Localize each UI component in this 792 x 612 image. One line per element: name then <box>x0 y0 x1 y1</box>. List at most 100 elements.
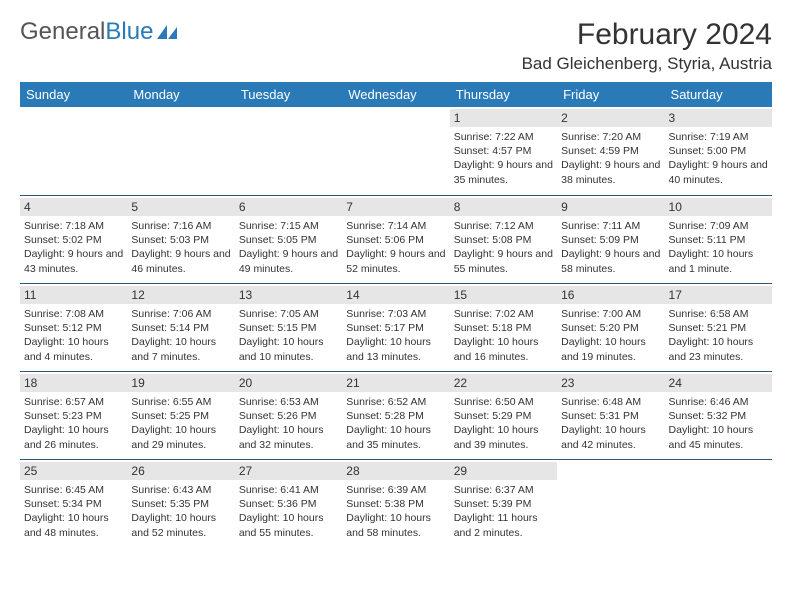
day-number: 22 <box>450 374 557 392</box>
day-number: 12 <box>127 286 234 304</box>
calendar-cell-empty <box>342 107 449 195</box>
day-data: Sunrise: 7:22 AMSunset: 4:57 PMDaylight:… <box>454 130 553 187</box>
logo-text-2: Blue <box>105 18 153 46</box>
calendar-cell: 3Sunrise: 7:19 AMSunset: 5:00 PMDaylight… <box>665 107 772 195</box>
calendar-cell: 21 Sunrise: 6:52 AMSunset: 5:28 PMDayligh… <box>342 371 449 459</box>
day-number: 28 <box>342 462 449 480</box>
calendar-cell: 16 Sunrise: 7:00 AMSunset: 5:20 PMDayligh… <box>557 283 664 371</box>
title-block: February 2024 Bad Gleichenberg, Styria, … <box>522 18 772 74</box>
day-number: 4 <box>20 198 127 216</box>
calendar-cell: 19 Sunrise: 6:55 AMSunset: 5:25 PMDayligh… <box>127 371 234 459</box>
day-number: 7 <box>342 198 449 216</box>
day-data: Sunrise: 7:18 AMSunset: 5:02 PMDaylight:… <box>24 219 123 276</box>
weekday-header: Thursday <box>450 82 557 107</box>
day-number: 17 <box>665 286 772 304</box>
calendar-cell: 20Sunrise: 6:53 AMSunset: 5:26 PMDayligh… <box>235 371 342 459</box>
calendar-row: 4 Sunrise: 7:18 AMSunset: 5:02 PMDaylight… <box>20 195 772 283</box>
weekday-header: Tuesday <box>235 82 342 107</box>
day-data: Sunrise: 7:16 AMSunset: 5:03 PMDaylight:… <box>131 219 230 276</box>
day-data: Sunrise: 6:55 AMSunset: 5:25 PMDaylight:… <box>131 395 230 452</box>
day-number: 6 <box>235 198 342 216</box>
calendar-cell: 6 Sunrise: 7:15 AMSunset: 5:05 PMDaylight… <box>235 195 342 283</box>
day-number: 9 <box>557 198 664 216</box>
day-number: 27 <box>235 462 342 480</box>
day-data: Sunrise: 7:06 AMSunset: 5:14 PMDaylight:… <box>131 307 230 364</box>
day-data: Sunrise: 6:50 AMSunset: 5:29 PMDaylight:… <box>454 395 553 452</box>
day-data: Sunrise: 7:19 AMSunset: 5:00 PMDaylight:… <box>669 130 768 187</box>
day-data: Sunrise: 7:05 AMSunset: 5:15 PMDaylight:… <box>239 307 338 364</box>
day-data: Sunrise: 6:53 AMSunset: 5:26 PMDaylight:… <box>239 395 338 452</box>
calendar-cell: 28 Sunrise: 6:39 AMSunset: 5:38 PMDayligh… <box>342 459 449 547</box>
day-number: 2 <box>557 109 664 127</box>
logo-icon <box>157 23 183 41</box>
day-number: 14 <box>342 286 449 304</box>
day-data: Sunrise: 7:03 AMSunset: 5:17 PMDaylight:… <box>346 307 445 364</box>
day-number: 5 <box>127 198 234 216</box>
calendar-cell: 17 Sunrise: 6:58 AMSunset: 5:21 PMDayligh… <box>665 283 772 371</box>
weekday-header: Wednesday <box>342 82 449 107</box>
day-number: 21 <box>342 374 449 392</box>
day-number: 26 <box>127 462 234 480</box>
day-number: 15 <box>450 286 557 304</box>
calendar-body: 1 Sunrise: 7:22 AMSunset: 4:57 PMDaylight… <box>20 107 772 547</box>
day-data: Sunrise: 7:02 AMSunset: 5:18 PMDaylight:… <box>454 307 553 364</box>
day-data: Sunrise: 6:43 AMSunset: 5:35 PMDaylight:… <box>131 483 230 540</box>
calendar-cell: 13 Sunrise: 7:05 AMSunset: 5:15 PMDayligh… <box>235 283 342 371</box>
day-data: Sunrise: 6:57 AMSunset: 5:23 PMDaylight:… <box>24 395 123 452</box>
day-number: 16 <box>557 286 664 304</box>
location: Bad Gleichenberg, Styria, Austria <box>522 54 772 74</box>
calendar-cell-empty <box>127 107 234 195</box>
calendar-cell: 7 Sunrise: 7:14 AMSunset: 5:06 PMDaylight… <box>342 195 449 283</box>
calendar-cell: 10Sunrise: 7:09 AMSunset: 5:11 PMDayligh… <box>665 195 772 283</box>
weekday-header: Saturday <box>665 82 772 107</box>
day-number: 19 <box>127 374 234 392</box>
day-number: 13 <box>235 286 342 304</box>
day-data: Sunrise: 6:52 AMSunset: 5:28 PMDaylight:… <box>346 395 445 452</box>
calendar-cell: 2 Sunrise: 7:20 AMSunset: 4:59 PMDaylight… <box>557 107 664 195</box>
weekday-header: Friday <box>557 82 664 107</box>
calendar-cell: 4 Sunrise: 7:18 AMSunset: 5:02 PMDaylight… <box>20 195 127 283</box>
calendar-cell: 18Sunrise: 6:57 AMSunset: 5:23 PMDayligh… <box>20 371 127 459</box>
day-data: Sunrise: 7:00 AMSunset: 5:20 PMDaylight:… <box>561 307 660 364</box>
day-data: Sunrise: 7:08 AMSunset: 5:12 PMDaylight:… <box>24 307 123 364</box>
day-data: Sunrise: 6:41 AMSunset: 5:36 PMDaylight:… <box>239 483 338 540</box>
day-data: Sunrise: 7:20 AMSunset: 4:59 PMDaylight:… <box>561 130 660 187</box>
logo-text-1: General <box>20 18 105 46</box>
calendar-cell: 22 Sunrise: 6:50 AMSunset: 5:29 PMDayligh… <box>450 371 557 459</box>
day-data: Sunrise: 6:37 AMSunset: 5:39 PMDaylight:… <box>454 483 553 540</box>
calendar-cell: 9Sunrise: 7:11 AMSunset: 5:09 PMDaylight… <box>557 195 664 283</box>
calendar-cell: 5 Sunrise: 7:16 AMSunset: 5:03 PMDaylight… <box>127 195 234 283</box>
day-data: Sunrise: 6:58 AMSunset: 5:21 PMDaylight:… <box>669 307 768 364</box>
day-number: 23 <box>557 374 664 392</box>
day-number: 24 <box>665 374 772 392</box>
day-data: Sunrise: 6:39 AMSunset: 5:38 PMDaylight:… <box>346 483 445 540</box>
calendar-cell-empty <box>20 107 127 195</box>
day-data: Sunrise: 7:09 AMSunset: 5:11 PMDaylight:… <box>669 219 768 276</box>
calendar-cell: 29Sunrise: 6:37 AMSunset: 5:39 PMDayligh… <box>450 459 557 547</box>
calendar-row: 25Sunrise: 6:45 AMSunset: 5:34 PMDayligh… <box>20 459 772 547</box>
month-title: February 2024 <box>522 18 772 52</box>
calendar-cell: 8Sunrise: 7:12 AMSunset: 5:08 PMDaylight… <box>450 195 557 283</box>
calendar-row: 1 Sunrise: 7:22 AMSunset: 4:57 PMDaylight… <box>20 107 772 195</box>
calendar-cell: 27 Sunrise: 6:41 AMSunset: 5:36 PMDayligh… <box>235 459 342 547</box>
calendar-cell: 11 Sunrise: 7:08 AMSunset: 5:12 PMDayligh… <box>20 283 127 371</box>
day-data: Sunrise: 6:46 AMSunset: 5:32 PMDaylight:… <box>669 395 768 452</box>
day-number: 1 <box>450 109 557 127</box>
calendar-cell: 1 Sunrise: 7:22 AMSunset: 4:57 PMDaylight… <box>450 107 557 195</box>
day-data: Sunrise: 7:15 AMSunset: 5:05 PMDaylight:… <box>239 219 338 276</box>
calendar-cell-empty <box>665 459 772 547</box>
day-number: 11 <box>20 286 127 304</box>
header: GeneralBlue February 2024 Bad Gleichenbe… <box>20 18 772 74</box>
weekday-header: Monday <box>127 82 234 107</box>
calendar-row: 11 Sunrise: 7:08 AMSunset: 5:12 PMDayligh… <box>20 283 772 371</box>
logo: GeneralBlue <box>20 18 183 46</box>
calendar-page: GeneralBlue February 2024 Bad Gleichenbe… <box>0 0 792 557</box>
day-data: Sunrise: 6:45 AMSunset: 5:34 PMDaylight:… <box>24 483 123 540</box>
day-data: Sunrise: 6:48 AMSunset: 5:31 PMDaylight:… <box>561 395 660 452</box>
day-data: Sunrise: 7:12 AMSunset: 5:08 PMDaylight:… <box>454 219 553 276</box>
calendar-row: 18Sunrise: 6:57 AMSunset: 5:23 PMDayligh… <box>20 371 772 459</box>
day-data: Sunrise: 7:14 AMSunset: 5:06 PMDaylight:… <box>346 219 445 276</box>
calendar-cell-empty <box>235 107 342 195</box>
calendar-cell: 12 Sunrise: 7:06 AMSunset: 5:14 PMDayligh… <box>127 283 234 371</box>
calendar-cell: 24 Sunrise: 6:46 AMSunset: 5:32 PMDayligh… <box>665 371 772 459</box>
